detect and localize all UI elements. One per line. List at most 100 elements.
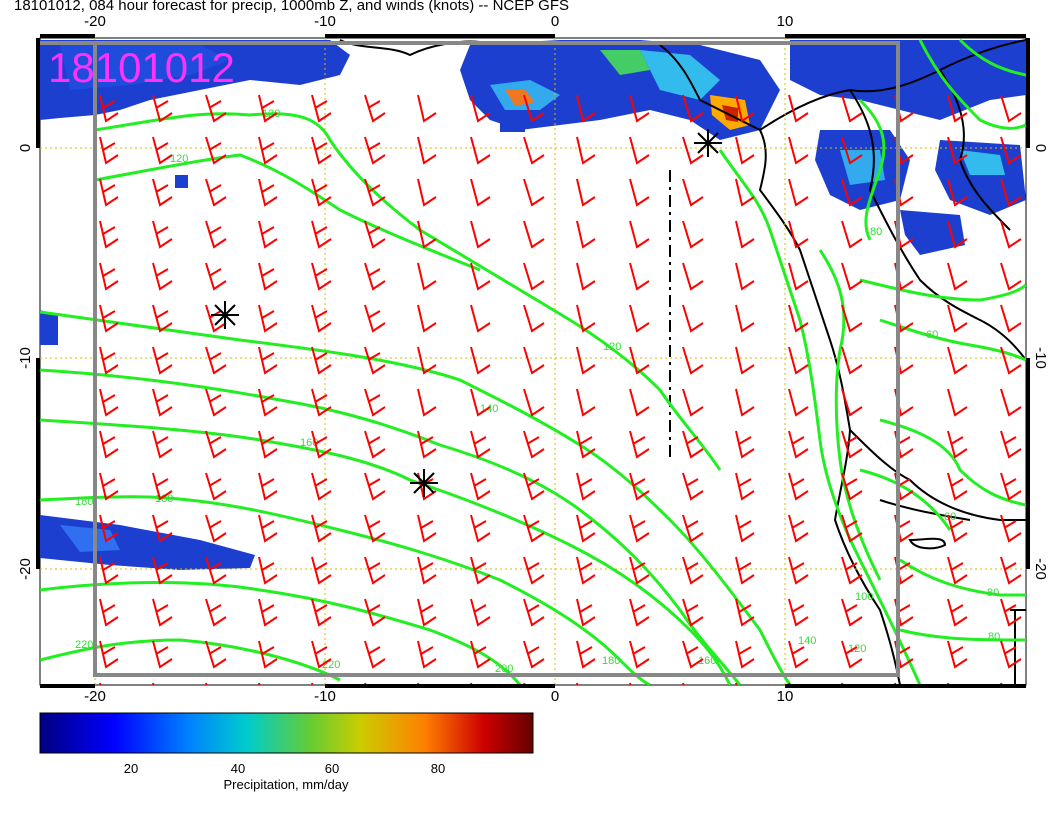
wind-barb <box>258 640 278 669</box>
wind-barb <box>152 94 173 123</box>
wind-barb <box>364 514 386 543</box>
wind-barb <box>99 472 119 501</box>
wind-barb <box>841 430 863 459</box>
wind-barb <box>205 472 227 501</box>
wind-barb <box>523 556 545 585</box>
wind-barb <box>947 136 968 165</box>
wind-barb <box>1000 556 1022 585</box>
contour-label: 220 <box>322 659 340 671</box>
wind-barb <box>99 598 119 627</box>
wind-barb <box>523 220 545 249</box>
lon-labels-bottom: -20 -10 0 10 <box>84 688 793 705</box>
contour-label: 220 <box>75 639 93 651</box>
wind-barb <box>1000 388 1022 417</box>
wind-barb <box>629 472 650 501</box>
wind-barb <box>523 178 545 207</box>
wind-barb <box>364 640 386 669</box>
wind-barb <box>311 430 332 459</box>
contour-label: 140 <box>798 635 816 647</box>
wind-barb <box>99 136 119 165</box>
wind-barb <box>682 136 704 165</box>
lon-tick-label: -10 <box>314 688 336 705</box>
wind-barb <box>470 262 491 291</box>
wind-barb <box>258 430 278 459</box>
contour-label: 120 <box>848 643 866 655</box>
colorbar: 20 40 60 80 Precipitation, mm/day <box>39 712 534 792</box>
wind-barb <box>841 136 863 165</box>
wind-barb <box>99 304 119 333</box>
wind-barb <box>470 346 491 375</box>
colorbar-gradient <box>39 712 534 754</box>
asterisk-marker <box>410 469 438 497</box>
wind-barb <box>364 346 386 375</box>
wind-barb <box>152 220 173 249</box>
wind-barb <box>417 640 437 669</box>
wind-barb <box>470 598 491 627</box>
wind-barb <box>205 598 227 627</box>
wind-barb <box>735 220 755 249</box>
wind-barb <box>788 388 809 417</box>
wind-barb <box>99 556 119 585</box>
lon-tick-label: -20 <box>84 13 106 30</box>
wind-barb <box>364 94 386 123</box>
wind-barb <box>417 430 437 459</box>
wind-barb <box>682 220 704 249</box>
lat-tick-label: 0 <box>1032 144 1049 152</box>
wind-barb <box>311 556 332 585</box>
wind-barb <box>258 514 278 543</box>
contour-label: 80 <box>987 587 999 599</box>
colorbar-tick: 80 <box>431 761 445 776</box>
wind-barb <box>735 430 755 459</box>
wind-barb <box>735 640 755 669</box>
wind-barb <box>576 94 596 123</box>
wind-barb <box>576 220 596 249</box>
wind-barb <box>735 472 755 501</box>
wind-barb <box>788 598 809 627</box>
lon-tick-label: 0 <box>551 13 559 30</box>
wind-barb <box>417 346 437 375</box>
wind-barb <box>258 304 278 333</box>
wind-barb <box>576 682 579 685</box>
contour-label: 180 <box>75 496 93 508</box>
wind-barb <box>682 262 704 291</box>
wind-barb <box>629 430 650 459</box>
wind-barb <box>947 514 968 543</box>
wind-barb <box>417 598 437 627</box>
wind-barb <box>682 94 704 123</box>
wind-barb <box>841 220 863 249</box>
wind-barb <box>417 514 437 543</box>
asterisk-marker <box>694 129 722 157</box>
contour-label: 100 <box>855 591 873 603</box>
wind-barb <box>629 178 650 207</box>
wind-barb <box>682 178 704 207</box>
wind-barb <box>576 262 596 291</box>
wind-barb <box>258 682 261 685</box>
wind-barb <box>523 514 545 543</box>
wind-barb <box>1000 640 1022 669</box>
wind-barb <box>152 178 173 207</box>
wind-barb <box>152 388 173 417</box>
wind-barb <box>470 304 491 333</box>
wind-barb <box>735 346 755 375</box>
contour-label: 120 <box>603 341 621 353</box>
wind-barb <box>576 598 596 627</box>
wind-barb <box>205 640 227 669</box>
wind-barb <box>788 430 809 459</box>
wind-barb <box>576 304 596 333</box>
wind-barb <box>523 304 545 333</box>
wind-barb <box>523 262 545 291</box>
wind-barb <box>576 430 596 459</box>
wind-barb <box>947 556 968 585</box>
wind-barb <box>258 220 278 249</box>
wind-barb <box>470 556 491 585</box>
wind-barb <box>735 304 755 333</box>
wind-barb <box>205 514 227 543</box>
wind-barb <box>629 514 650 543</box>
wind-barb <box>947 304 968 333</box>
wind-barb <box>629 388 650 417</box>
wind-barb <box>311 388 332 417</box>
axis-ticks <box>36 34 1030 688</box>
wind-barb <box>682 682 685 685</box>
contour-label: 80 <box>988 631 1000 643</box>
wind-barb <box>682 514 704 543</box>
